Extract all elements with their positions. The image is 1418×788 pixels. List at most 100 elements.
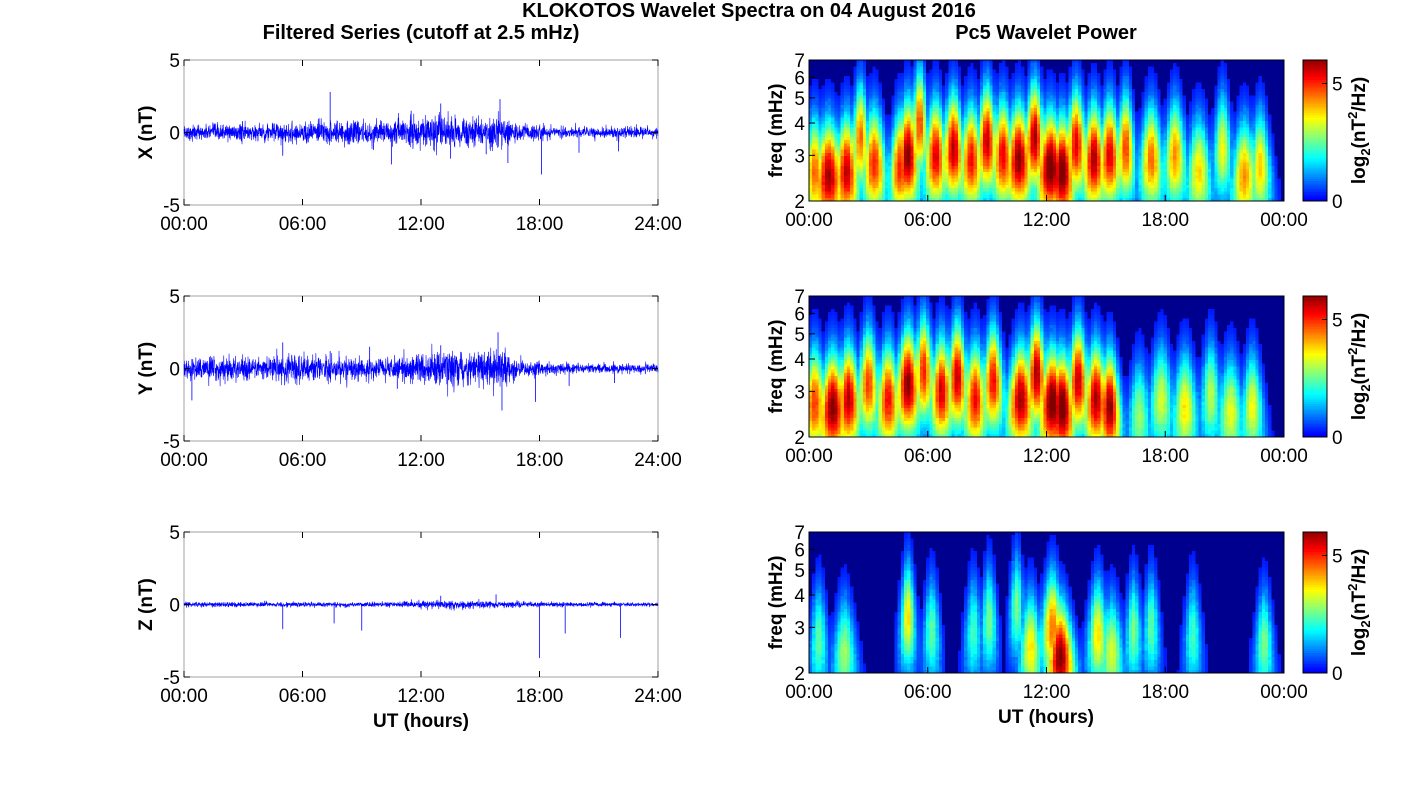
power-cell — [821, 120, 826, 125]
power-cell — [828, 172, 832, 176]
power-cell — [840, 108, 845, 112]
panels: 50-500:00 06:00 12:00 18:00 24:00X (nT)50-50… — [136, 51, 1373, 707]
power-cell — [847, 143, 851, 148]
power-cell — [834, 104, 839, 109]
power-cell — [840, 156, 845, 160]
power-cell — [850, 172, 854, 176]
power-cell — [840, 95, 845, 100]
power-cell — [843, 194, 848, 199]
power-cell — [831, 194, 835, 199]
power-cell — [831, 146, 835, 151]
power-cell — [821, 178, 826, 183]
power-cell — [831, 72, 835, 77]
power-cell — [815, 117, 820, 122]
power-cell — [837, 165, 842, 170]
power-cell — [843, 92, 848, 96]
power-cell — [840, 92, 845, 96]
power-cell — [847, 104, 851, 109]
power-cell — [828, 181, 832, 186]
power-cell — [847, 191, 851, 196]
power-cell — [812, 156, 816, 160]
power-cell — [831, 60, 835, 64]
power-cell — [818, 197, 823, 202]
power-cell — [831, 165, 835, 170]
power-cell — [847, 120, 851, 125]
power-cell — [847, 92, 851, 96]
power-cell — [809, 172, 813, 176]
power-cell — [809, 111, 813, 116]
power-cell — [824, 172, 829, 176]
power-cell — [847, 194, 851, 199]
power-cell — [834, 85, 839, 90]
y-tick-label: -5 — [163, 196, 180, 217]
power-cell — [834, 88, 839, 93]
power-cell — [824, 191, 829, 196]
power-cell — [837, 72, 842, 77]
power-cell — [840, 178, 845, 183]
power-cell — [828, 63, 832, 67]
power-cell — [809, 191, 813, 196]
power-cell — [815, 146, 820, 151]
power-cell — [837, 127, 842, 132]
power-cell — [847, 152, 851, 157]
power-cell — [815, 85, 820, 90]
power-cell — [809, 178, 813, 183]
power-cell — [824, 92, 829, 96]
power-cell — [837, 191, 842, 196]
power-cell — [831, 178, 835, 183]
power-cell — [837, 152, 842, 157]
power-cell — [815, 95, 820, 100]
power-cell — [815, 159, 820, 164]
power-cell — [809, 92, 813, 96]
power-cell — [828, 133, 832, 138]
power-cell — [824, 152, 829, 157]
power-cell — [815, 178, 820, 183]
power-cell — [812, 60, 816, 64]
power-cell — [812, 168, 816, 173]
power-cell — [840, 111, 845, 116]
power-cell — [824, 197, 829, 202]
power-cell — [812, 188, 816, 192]
power-cell — [818, 85, 823, 90]
power-cell — [834, 159, 839, 164]
power-cell — [834, 124, 839, 128]
power-cell — [824, 194, 829, 199]
power-cell — [847, 130, 851, 135]
power-cell — [812, 184, 816, 189]
power-cell — [837, 85, 842, 90]
power-cell — [824, 156, 829, 160]
power-cell — [840, 72, 845, 77]
power-cell — [828, 76, 832, 80]
power-cell — [831, 175, 835, 180]
power-cell — [815, 140, 820, 144]
power-cell — [847, 82, 851, 87]
power-cell — [834, 156, 839, 160]
y-axis-label-x: X (nT) — [136, 106, 157, 160]
power-cell — [809, 133, 813, 138]
x-tick-label: 24:00 — [634, 450, 682, 471]
power-cell — [815, 92, 820, 96]
power-cell — [843, 162, 848, 167]
series-line-z — [183, 599, 659, 611]
power-cell — [831, 159, 835, 164]
power-cell — [815, 181, 820, 186]
power-cell — [821, 181, 826, 186]
power-cell — [834, 152, 839, 157]
power-cell — [821, 63, 826, 67]
power-cell — [815, 162, 820, 167]
power-cell — [837, 133, 842, 138]
power-cell — [821, 184, 826, 189]
power-cell — [850, 101, 854, 106]
power-cell — [850, 136, 854, 141]
power-cell — [843, 159, 848, 164]
power-cell — [809, 114, 813, 119]
power-cell — [824, 159, 829, 164]
power-cell — [831, 127, 835, 132]
power-cell — [828, 85, 832, 90]
power-cell — [843, 95, 848, 100]
power-cell — [847, 133, 851, 138]
power-cell — [824, 66, 829, 71]
right-x-axis-label: UT (hours) — [998, 707, 1094, 728]
power-cell — [834, 95, 839, 100]
